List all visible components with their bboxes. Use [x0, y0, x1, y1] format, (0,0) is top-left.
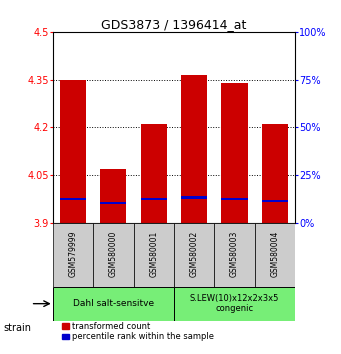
Bar	[181, 196, 207, 199]
Text: GSM580003: GSM580003	[230, 231, 239, 277]
Bar	[221, 83, 248, 223]
Bar	[262, 124, 288, 223]
Bar	[214, 223, 255, 287]
Bar	[221, 198, 248, 200]
Bar	[134, 223, 174, 287]
Bar	[60, 80, 86, 223]
Bar	[174, 223, 214, 287]
Text: GSM580001: GSM580001	[149, 231, 158, 277]
Bar	[100, 169, 127, 223]
Text: strain: strain	[3, 323, 31, 333]
Bar	[181, 75, 207, 223]
Text: GSM580004: GSM580004	[270, 231, 279, 277]
Text: GSM580002: GSM580002	[190, 231, 198, 277]
Bar	[140, 198, 167, 200]
Bar	[174, 287, 295, 321]
Text: Dahl salt-sensitve: Dahl salt-sensitve	[73, 299, 154, 308]
Legend: transformed count, percentile rank within the sample: transformed count, percentile rank withi…	[62, 322, 214, 342]
Text: S.LEW(10)x12x2x3x5
congenic: S.LEW(10)x12x2x3x5 congenic	[190, 294, 279, 313]
Bar	[60, 198, 86, 200]
Text: GSM580000: GSM580000	[109, 231, 118, 277]
Text: GSM579999: GSM579999	[69, 231, 77, 277]
Bar	[93, 223, 134, 287]
Bar	[53, 287, 174, 321]
Bar	[100, 202, 127, 204]
Bar	[140, 124, 167, 223]
Bar	[53, 223, 93, 287]
Title: GDS3873 / 1396414_at: GDS3873 / 1396414_at	[101, 18, 247, 31]
Bar	[262, 200, 288, 202]
Bar	[255, 223, 295, 287]
